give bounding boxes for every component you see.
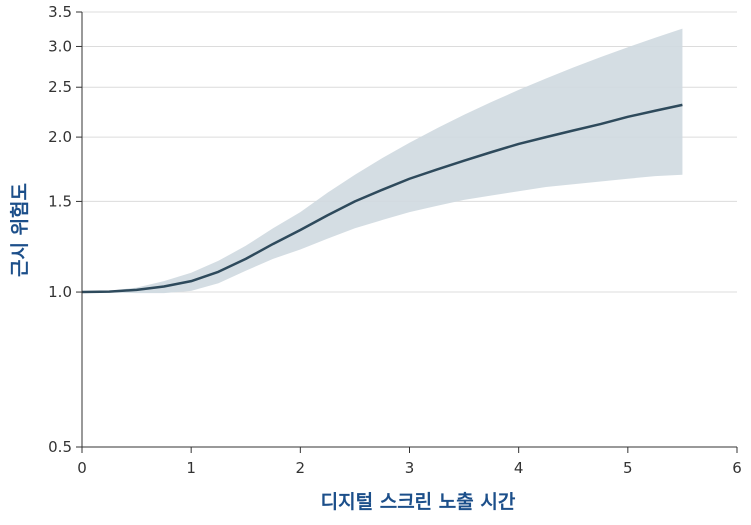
y-tick-label: 1.0 — [48, 283, 72, 301]
x-tick-label: 1 — [186, 459, 196, 477]
y-tick-label: 1.5 — [48, 192, 72, 210]
y-tick-label: 3.0 — [48, 37, 72, 55]
x-tick-label: 2 — [296, 459, 306, 477]
x-axis-title: 디지털 스크린 노출 시간 — [321, 491, 516, 513]
y-axis-ticks: 0.5 1.0 1.5 2.0 2.5 3.0 3.5 — [48, 3, 82, 456]
y-axis-title: 근시 위험도 — [9, 183, 31, 277]
y-tick-label: 2.5 — [48, 78, 72, 96]
y-tick-label: 2.0 — [48, 128, 72, 146]
x-tick-label: 3 — [405, 459, 415, 477]
x-tick-label: 0 — [77, 459, 87, 477]
y-tick-label: 0.5 — [48, 438, 72, 456]
confidence-band — [82, 28, 683, 294]
x-axis-ticks: 0 1 2 3 4 5 6 — [77, 447, 742, 477]
x-tick-label: 4 — [514, 459, 524, 477]
x-tick-label: 5 — [623, 459, 633, 477]
y-tick-label: 3.5 — [48, 3, 72, 21]
risk-curve — [81, 103, 683, 294]
x-tick-label: 6 — [732, 459, 742, 477]
